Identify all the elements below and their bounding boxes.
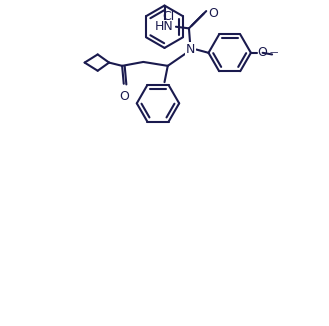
Text: O: O [257, 46, 267, 59]
Text: —: — [270, 48, 278, 57]
Text: O: O [209, 7, 218, 20]
Text: Cl: Cl [163, 10, 175, 22]
Text: N: N [186, 43, 195, 56]
Text: HN: HN [155, 20, 174, 33]
Text: O: O [119, 90, 129, 103]
